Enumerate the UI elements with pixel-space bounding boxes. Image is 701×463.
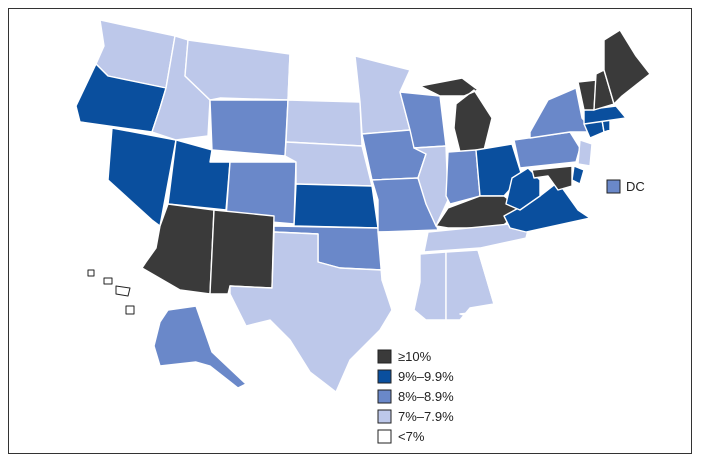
state-pa: [513, 131, 581, 169]
legend-label: 8%–8.9%: [398, 389, 454, 404]
state-il: [413, 145, 449, 227]
legend-label: ≥10%: [398, 349, 432, 364]
legend-label: 9%–9.9%: [398, 369, 454, 384]
state-me: [603, 29, 651, 105]
state-ne: [284, 141, 373, 187]
state-wv: [505, 167, 541, 211]
legend-swatch: [377, 349, 392, 364]
state-ks: [293, 183, 379, 229]
dc-marker: DC: [606, 179, 645, 194]
state-ak: [153, 305, 247, 389]
dc-label: DC: [626, 179, 645, 194]
legend-label: <7%: [398, 429, 425, 444]
legend: ≥10% 9%–9.9% 8%–8.9% 7%–7.9% <7%: [377, 349, 454, 444]
state-nm: [209, 209, 275, 295]
state-nv: [107, 127, 177, 227]
state-ar: [377, 231, 427, 281]
legend-swatch: [377, 369, 392, 384]
state-nd: [287, 53, 361, 103]
state-hi: [87, 269, 135, 315]
state-de: [571, 165, 585, 185]
state-md: [531, 165, 573, 191]
state-in: [445, 149, 481, 205]
state-va: [503, 181, 591, 233]
state-fl: [459, 297, 567, 379]
state-mt: [184, 39, 291, 101]
legend-swatch: [377, 429, 392, 444]
state-vt: [577, 79, 597, 111]
state-nj: [577, 139, 593, 167]
dc-swatch: [606, 179, 621, 194]
legend-swatch: [377, 389, 392, 404]
state-wy: [209, 99, 289, 157]
legend-swatch: [377, 409, 392, 424]
state-sd: [285, 99, 363, 147]
legend-label: 7%–7.9%: [398, 409, 454, 424]
state-tx: [229, 231, 393, 393]
